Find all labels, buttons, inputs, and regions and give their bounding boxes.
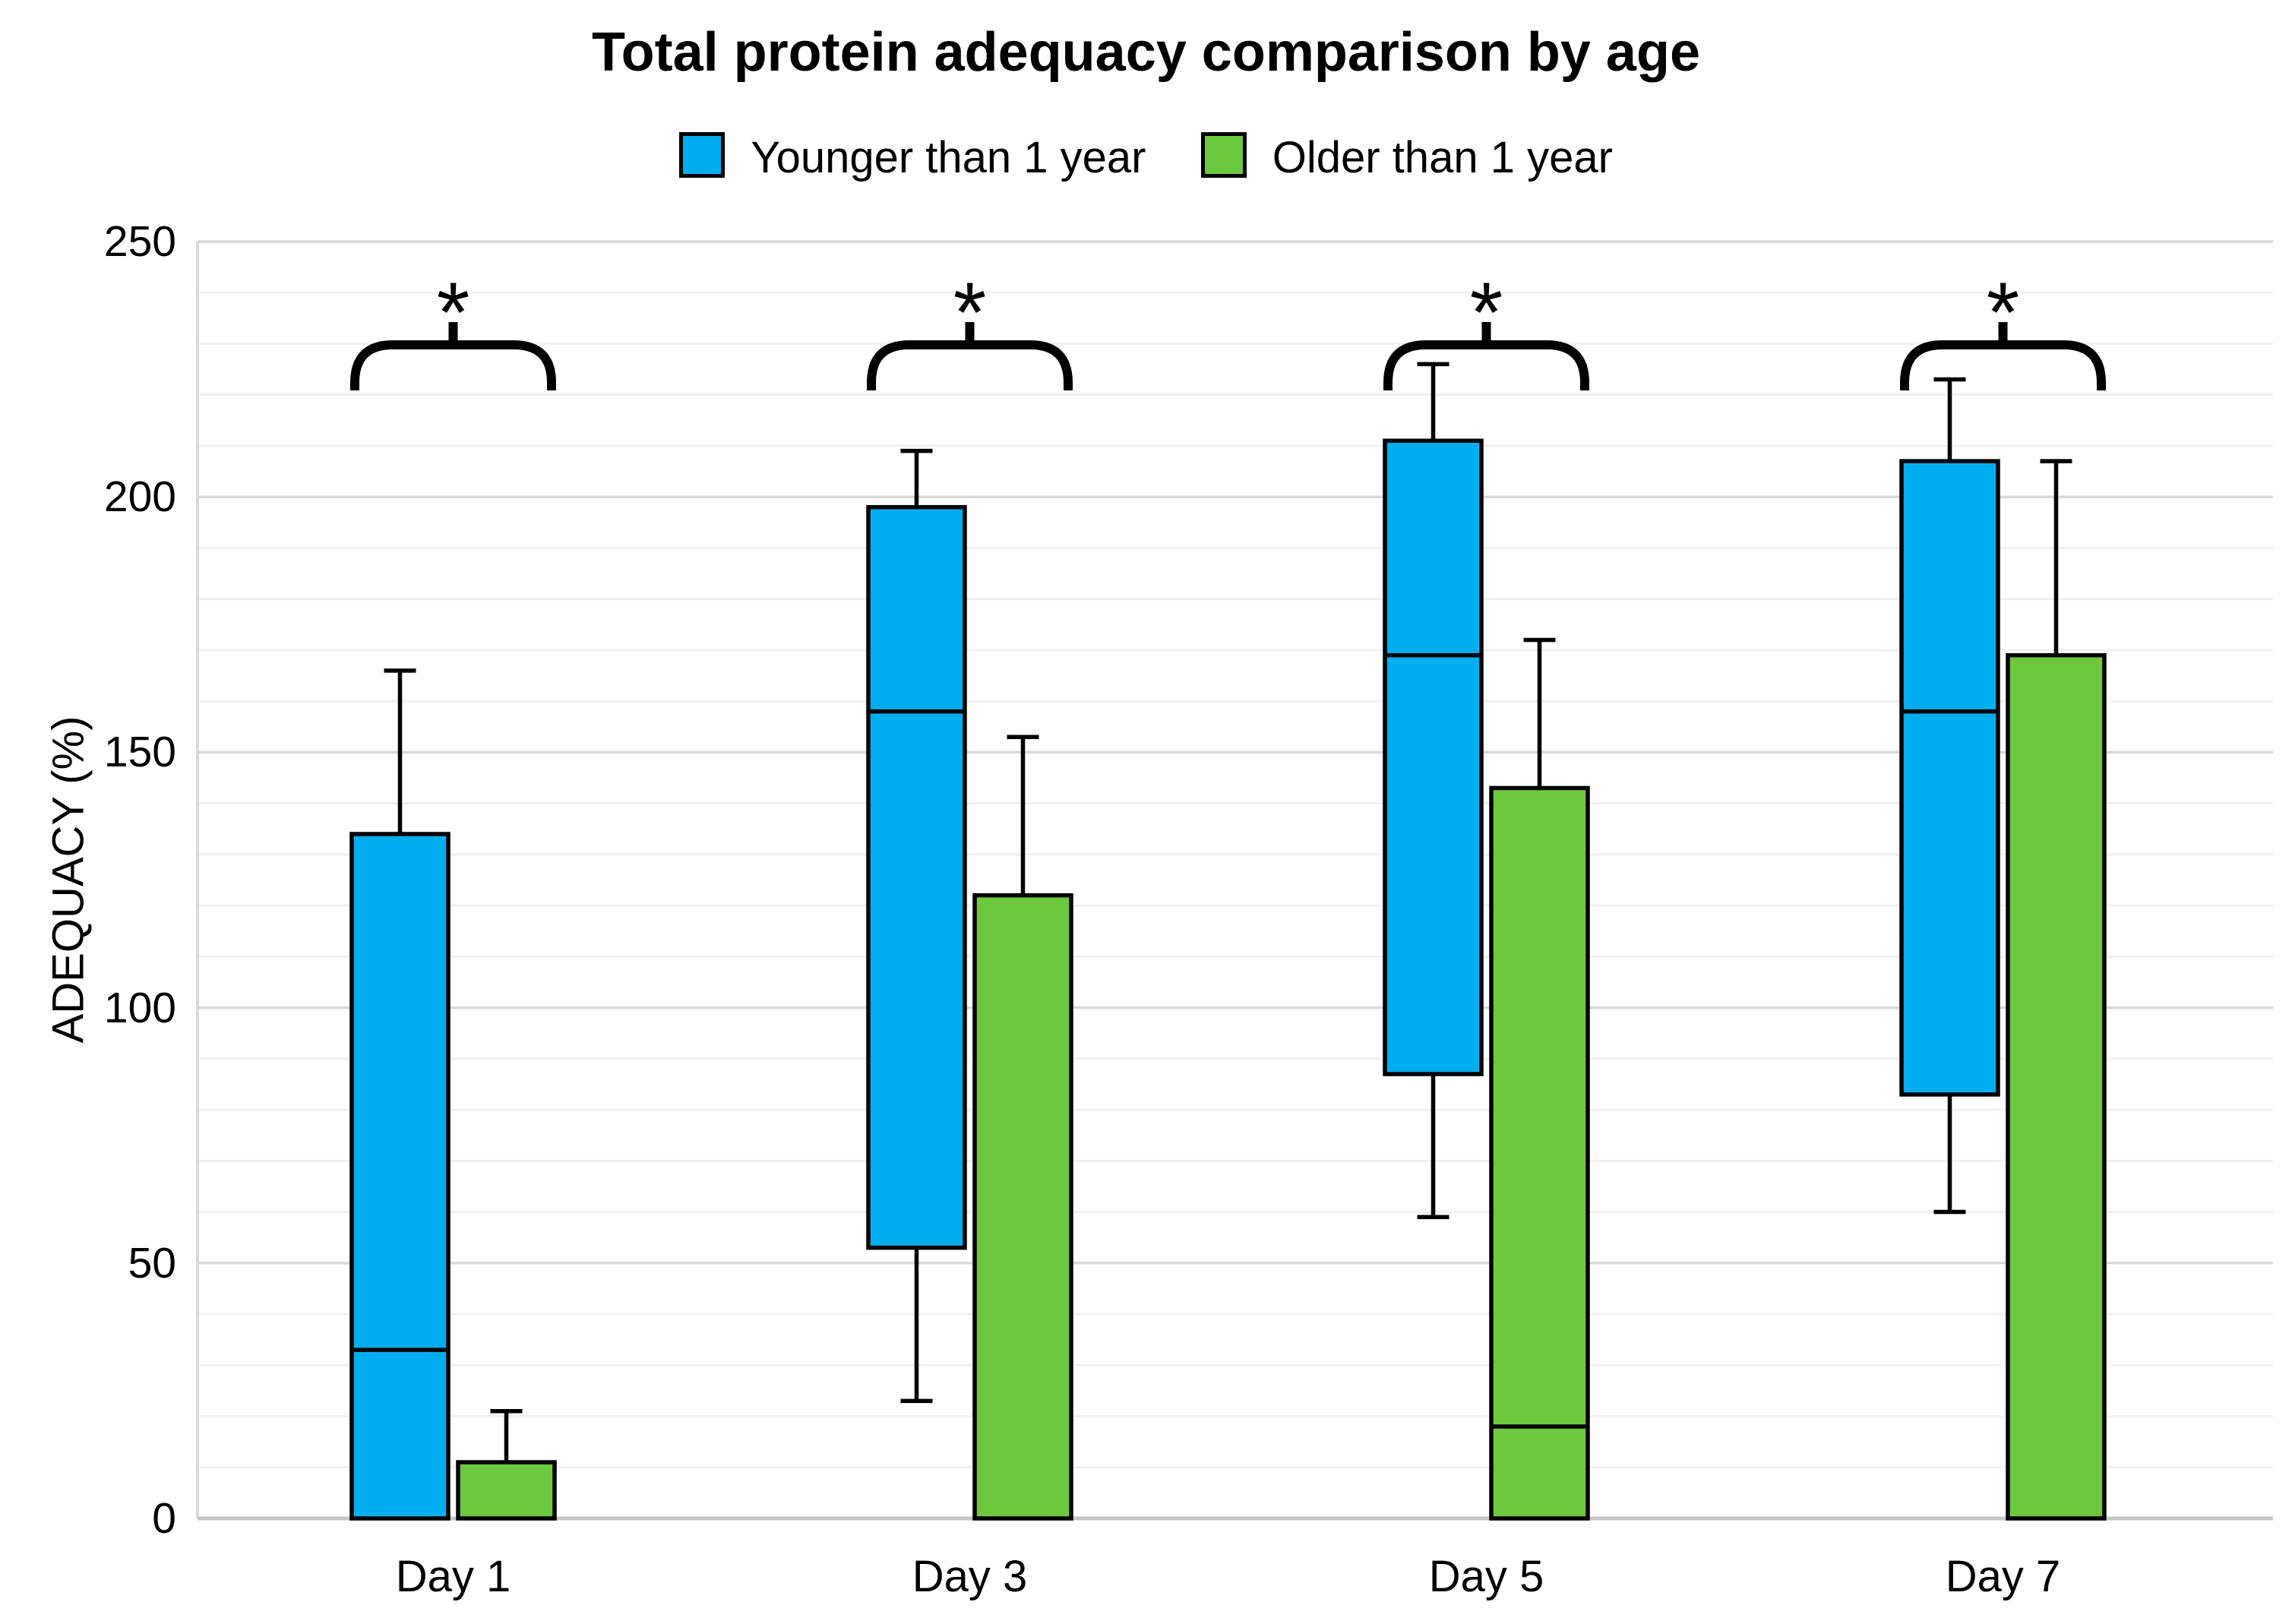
- x-tick-label-day-7: Day 7: [1945, 1552, 2061, 1601]
- y-tick-label-50: 50: [128, 1238, 176, 1288]
- significance-asterisk-day-7: *: [1987, 265, 2020, 360]
- y-tick-label-200: 200: [103, 472, 176, 522]
- legend-swatch-younger: [679, 131, 726, 178]
- chart-title: Total protein adequacy comparison by age: [592, 22, 1700, 83]
- box-older-day-1: [456, 1460, 557, 1521]
- y-tick-label-100: 100: [103, 983, 176, 1032]
- significance-asterisk-day-5: *: [1470, 265, 1503, 360]
- box-older-day-3: [972, 893, 1073, 1521]
- boxplot-older-day-1: [456, 1409, 557, 1521]
- x-tick-label-day-5: Day 5: [1428, 1552, 1544, 1601]
- boxplot-older-day-3: [972, 735, 1073, 1521]
- box-older-day-7: [2006, 652, 2107, 1521]
- boxplot-younger-day-5: [1383, 362, 1484, 1220]
- x-tick-label-day-1: Day 1: [395, 1552, 511, 1601]
- boxplot-younger-day-3: [866, 448, 967, 1404]
- legend-swatch-older: [1200, 131, 1247, 178]
- legend-item-older: Older than 1 year: [1200, 129, 1613, 183]
- box-younger-day-7: [1899, 459, 2000, 1097]
- boxplot-younger-day-1: [349, 668, 450, 1521]
- significance-asterisk-day-3: *: [953, 265, 987, 360]
- legend-label-older: Older than 1 year: [1272, 133, 1613, 183]
- box-younger-day-3: [866, 504, 967, 1250]
- boxplot-younger-day-7: [1899, 377, 2000, 1215]
- legend-item-younger: Younger than 1 year: [679, 129, 1146, 183]
- legend: Younger than 1 year Older than 1 year: [0, 128, 2292, 183]
- boxplot-older-day-7: [2006, 459, 2107, 1521]
- boxplot-older-day-5: [1489, 637, 1590, 1521]
- y-tick-label-150: 150: [103, 728, 176, 777]
- significance-asterisk-day-1: *: [437, 265, 470, 360]
- box-younger-day-1: [349, 832, 450, 1521]
- x-tick-label-day-3: Day 3: [912, 1552, 1028, 1601]
- y-tick-label-250: 250: [103, 217, 176, 266]
- legend-label-younger: Younger than 1 year: [751, 133, 1146, 183]
- box-younger-day-5: [1383, 438, 1484, 1076]
- box-older-day-5: [1489, 785, 1590, 1521]
- y-tick-label-0: 0: [152, 1494, 176, 1543]
